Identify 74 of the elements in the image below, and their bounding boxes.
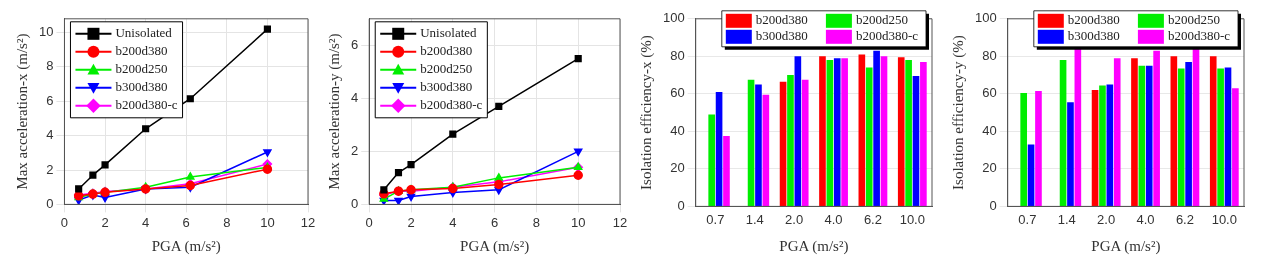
- legend-label: b200d250: [855, 12, 908, 28]
- x-tick-label: 6.2: [863, 211, 882, 227]
- x-tick-label: 2: [407, 214, 415, 230]
- x-tick-label: 0: [365, 214, 373, 230]
- x-tick-label: 0.7: [1018, 211, 1037, 227]
- y-tick-label: 80: [670, 47, 685, 63]
- x-tick-label: 10: [570, 214, 586, 230]
- y-axis-title: Max acceleration-x (m/s²): [13, 33, 31, 190]
- x-tick-label: 10: [260, 214, 275, 230]
- y-tick-label: 0: [989, 197, 997, 213]
- x-tick-label: 10.0: [1211, 211, 1237, 227]
- x-tick-label: 0.7: [706, 211, 725, 227]
- x-tick-label: 4.0: [1136, 211, 1155, 227]
- legend-label: b200d380: [420, 43, 473, 59]
- y-tick-label: 80: [982, 47, 997, 63]
- y-tick-label: 10: [38, 24, 54, 40]
- x-tick-label: 4: [449, 214, 457, 230]
- y-tick-label: 6: [351, 36, 359, 52]
- x-axis-title: PGA (m/s²): [151, 237, 221, 255]
- y-tick-label: 100: [662, 10, 685, 26]
- y-tick-label: 0: [351, 195, 359, 211]
- y-tick-label: 60: [670, 85, 685, 101]
- y-tick-label: 20: [670, 160, 685, 176]
- legend-label: b200d380: [1067, 12, 1120, 28]
- y-tick-label: 4: [351, 89, 359, 105]
- y-tick-label: 40: [982, 122, 997, 138]
- y-tick-label: 8: [46, 58, 54, 74]
- y-tick-label: 2: [46, 161, 54, 177]
- x-tick-label: 1.4: [745, 211, 764, 227]
- x-tick-label: 6.2: [1175, 211, 1194, 227]
- legend-label: b200d250: [115, 61, 168, 77]
- x-tick-label: 8: [223, 214, 231, 230]
- x-tick-label: 10.0: [899, 211, 925, 227]
- x-tick-label: 2.0: [785, 211, 804, 227]
- y-tick-label: 6: [46, 92, 54, 108]
- y-tick-label: 40: [670, 122, 685, 138]
- x-tick-label: 2.0: [1097, 211, 1116, 227]
- x-axis-title: PGA (m/s²): [779, 237, 849, 255]
- legend-label: b200d380-c: [420, 97, 483, 113]
- y-tick-label: 0: [677, 197, 685, 213]
- x-tick-label: 8: [532, 214, 541, 230]
- x-tick-label: 6: [491, 214, 499, 230]
- legend-label: b300d380: [115, 79, 168, 95]
- legend-label: b300d380: [755, 28, 808, 44]
- y-tick-label: 20: [982, 160, 997, 176]
- y-tick-label: 100: [974, 10, 997, 26]
- legend-label: Unisolated: [115, 25, 173, 41]
- legend-label: b200d250: [420, 61, 473, 77]
- x-tick-label: 4: [142, 214, 150, 230]
- x-tick-label: 1.4: [1057, 211, 1076, 227]
- x-tick-label: 0: [60, 214, 69, 230]
- x-tick-label: 12: [612, 214, 628, 230]
- legend-label: Unisolated: [420, 25, 478, 41]
- legend-label: b200d250: [1167, 12, 1220, 28]
- legend-label: b200d380-c: [1167, 28, 1231, 44]
- y-axis-title: Isolation efficiency-x (%): [637, 35, 655, 190]
- y-axis-title: Max acceleration-y (m/s²): [325, 33, 343, 190]
- y-tick-label: 0: [46, 195, 54, 211]
- x-axis-title: PGA (m/s²): [1091, 237, 1161, 255]
- legend-label: b300d380: [1067, 28, 1120, 44]
- x-tick-label: 4.0: [824, 211, 843, 227]
- legend-label: b200d380: [115, 43, 168, 59]
- y-tick-label: 60: [982, 85, 997, 101]
- legend-label: b200d380-c: [855, 28, 919, 44]
- x-tick-label: 12: [300, 214, 316, 230]
- x-tick-label: 2: [101, 214, 109, 230]
- x-axis-title: PGA (m/s²): [460, 237, 530, 255]
- y-tick-label: 2: [351, 142, 359, 158]
- y-tick-label: 4: [46, 127, 54, 143]
- legend-label: b200d380: [755, 12, 808, 28]
- legend-label: b300d380: [420, 79, 473, 95]
- y-axis-title: Isolation efficiency-y (%): [949, 35, 967, 190]
- x-tick-label: 6: [182, 214, 190, 230]
- legend-label: b200d380-c: [115, 97, 178, 113]
